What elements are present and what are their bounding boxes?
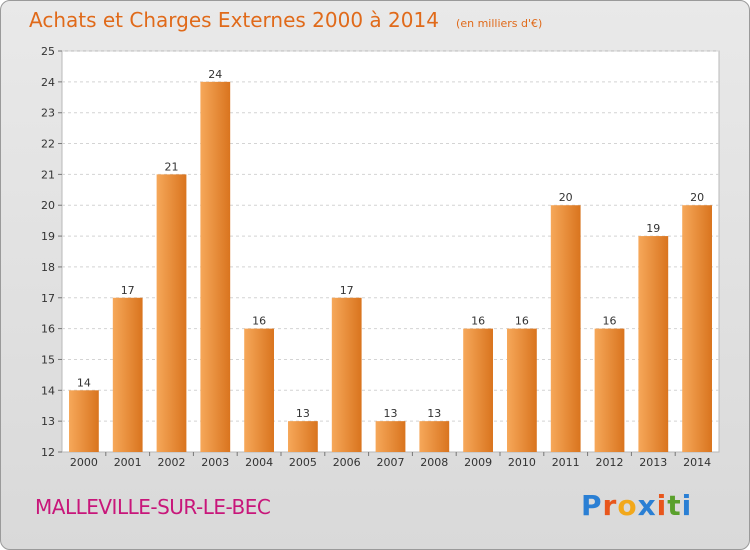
bar-2011	[550, 205, 581, 452]
x-tick-label: 2000	[70, 456, 98, 469]
x-tick-label: 2007	[377, 456, 405, 469]
logo-letter: i	[681, 489, 693, 522]
y-tick-label: 15	[41, 353, 55, 366]
y-tick-label: 21	[41, 168, 55, 181]
data-label-2001: 17	[121, 284, 135, 297]
bar-2001	[112, 297, 143, 452]
x-tick-label: 2001	[114, 456, 142, 469]
data-label-2003: 24	[208, 68, 222, 81]
y-tick-label: 17	[41, 292, 55, 305]
y-tick-label: 14	[41, 384, 55, 397]
commune-name: MALLEVILLE-SUR-LE-BEC	[35, 495, 271, 519]
bars	[69, 81, 712, 452]
logo-letter: x	[637, 489, 657, 522]
y-tick-label: 25	[41, 45, 55, 58]
bar-2002	[156, 174, 187, 452]
data-label-2007: 13	[384, 407, 398, 420]
data-label-2002: 21	[165, 160, 179, 173]
logo-letter: r	[602, 489, 618, 522]
y-tick-label: 24	[41, 76, 55, 89]
data-label-2005: 13	[296, 407, 310, 420]
bar-2003	[200, 81, 231, 452]
y-tick-label: 18	[41, 261, 55, 274]
logo-letter: o	[617, 489, 638, 522]
bar-2005	[288, 421, 318, 452]
title-row: Achats et Charges Externes 2000 à 2014 (…	[29, 8, 542, 32]
x-tick-label: 2009	[464, 456, 492, 469]
bar-2006	[331, 297, 362, 452]
bar-2000	[69, 390, 99, 452]
chart-title: Achats et Charges Externes 2000 à 2014	[29, 8, 439, 32]
bar-2007	[375, 421, 406, 452]
bar-2014	[682, 205, 712, 452]
x-tick-label: 2008	[420, 456, 448, 469]
data-label-2010: 16	[515, 315, 529, 328]
bar-2012	[594, 328, 625, 452]
data-label-2008: 13	[427, 407, 441, 420]
bar-2009	[463, 328, 493, 452]
bar-2008	[419, 421, 450, 452]
x-tick-label: 2003	[201, 456, 229, 469]
data-label-2013: 19	[646, 222, 660, 235]
x-tick-label: 2002	[158, 456, 186, 469]
logo-letter: i	[656, 489, 668, 522]
y-tick-label: 22	[41, 138, 55, 151]
unit-note: (en milliers d'€)	[456, 17, 543, 30]
y-tick-label: 13	[41, 415, 55, 428]
y-tick-label: 16	[41, 323, 55, 336]
x-tick-label: 2014	[683, 456, 711, 469]
data-label-2000: 14	[77, 376, 91, 389]
proxiti-logo: Proxiti	[581, 489, 692, 522]
bar-2004	[244, 328, 274, 452]
data-labels: 14 17 21 24 16 13 17 13 13 16 16 20 16 19 20	[77, 68, 704, 420]
x-tick-label: 2013	[639, 456, 667, 469]
data-label-2004: 16	[252, 315, 266, 328]
y-tick-label: 20	[41, 199, 55, 212]
data-label-2006: 17	[340, 284, 354, 297]
x-axis-ticks: 2000 2001 2002 2003 2004 2005 2006 2007 2008 2009…	[70, 452, 711, 469]
x-tick-label: 2010	[508, 456, 536, 469]
x-tick-label: 2012	[596, 456, 624, 469]
data-label-2014: 20	[690, 191, 704, 204]
data-label-2011: 20	[559, 191, 573, 204]
y-axis-ticks: 12 13 14 15 16 17 18 19 20 21 22 23 24 25	[41, 45, 62, 459]
x-tick-label: 2011	[552, 456, 580, 469]
y-tick-label: 23	[41, 107, 55, 120]
x-tick-label: 2005	[289, 456, 317, 469]
x-tick-label: 2004	[245, 456, 273, 469]
y-tick-label: 19	[41, 230, 55, 243]
logo-letter: P	[581, 489, 603, 522]
bar-2010	[507, 328, 537, 452]
y-tick-label: 12	[41, 446, 55, 459]
data-label-2009: 16	[471, 315, 485, 328]
bar-2013	[638, 236, 669, 452]
x-tick-label: 2006	[333, 456, 361, 469]
data-label-2012: 16	[603, 315, 617, 328]
logo-letter: t	[667, 489, 682, 522]
